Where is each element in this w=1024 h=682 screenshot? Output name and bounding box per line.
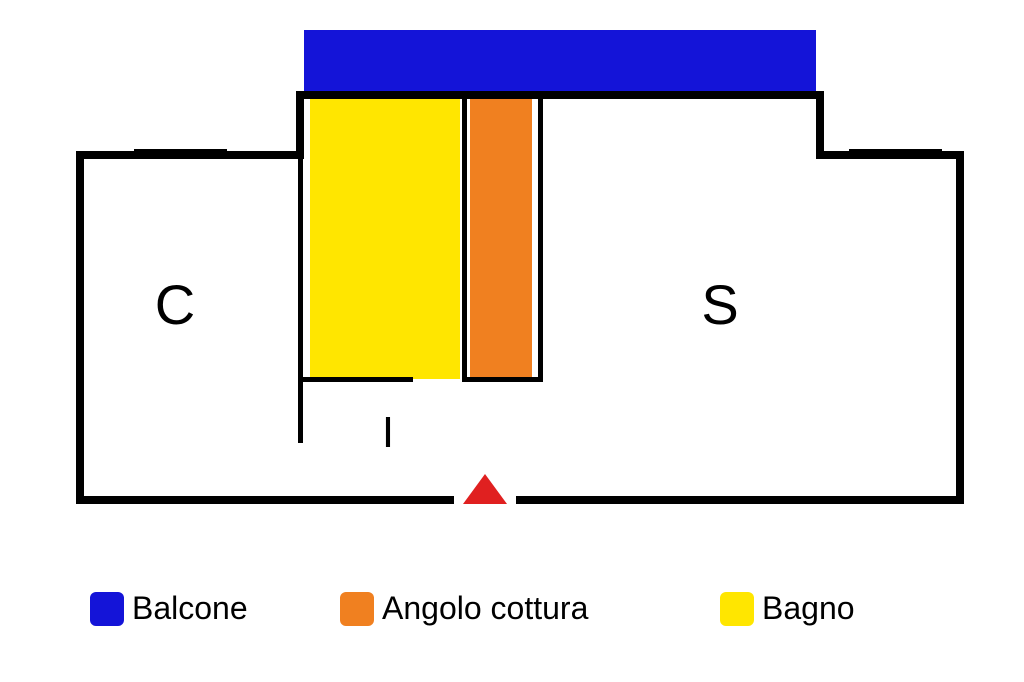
legend-swatch-bath	[720, 592, 754, 626]
legend-swatch-balcony	[90, 592, 124, 626]
legend-label-bath: Bagno	[762, 590, 855, 627]
floor-plan-diagram: C S I Balcone Angolo cottura Bagno	[0, 0, 1024, 682]
inner-wall-2	[462, 93, 467, 382]
inner-wall-0	[298, 93, 303, 443]
room-label-S: S	[680, 272, 760, 337]
bath-area	[310, 99, 460, 379]
kitchen-area	[470, 99, 532, 379]
outer-wall-seg-8	[516, 496, 964, 504]
legend-label-kitchen: Angolo cottura	[382, 590, 588, 627]
outer-wall-seg-6	[956, 151, 964, 504]
ledge-0	[134, 149, 227, 152]
legend-item-balcony: Balcone	[90, 590, 248, 627]
inner-wall-4	[538, 93, 543, 382]
legend-item-bath: Bagno	[720, 590, 855, 627]
outer-wall-seg-1	[76, 151, 304, 159]
inner-wall-1	[298, 377, 413, 382]
room-label-I: I	[348, 408, 428, 458]
inner-wall-3	[462, 377, 543, 382]
outer-wall-seg-5	[816, 151, 964, 159]
legend-label-balcony: Balcone	[132, 590, 248, 627]
outer-wall-seg-7	[76, 496, 454, 504]
balcony-area	[304, 30, 816, 92]
outer-wall-seg-0	[76, 151, 84, 504]
outer-wall-seg-4	[816, 91, 824, 159]
outer-wall-seg-3	[296, 91, 824, 99]
room-label-C: C	[135, 272, 215, 337]
ledge-1	[849, 149, 942, 152]
entrance-marker-icon	[463, 474, 507, 504]
legend-swatch-kitchen	[340, 592, 374, 626]
legend-item-kitchen: Angolo cottura	[340, 590, 588, 627]
